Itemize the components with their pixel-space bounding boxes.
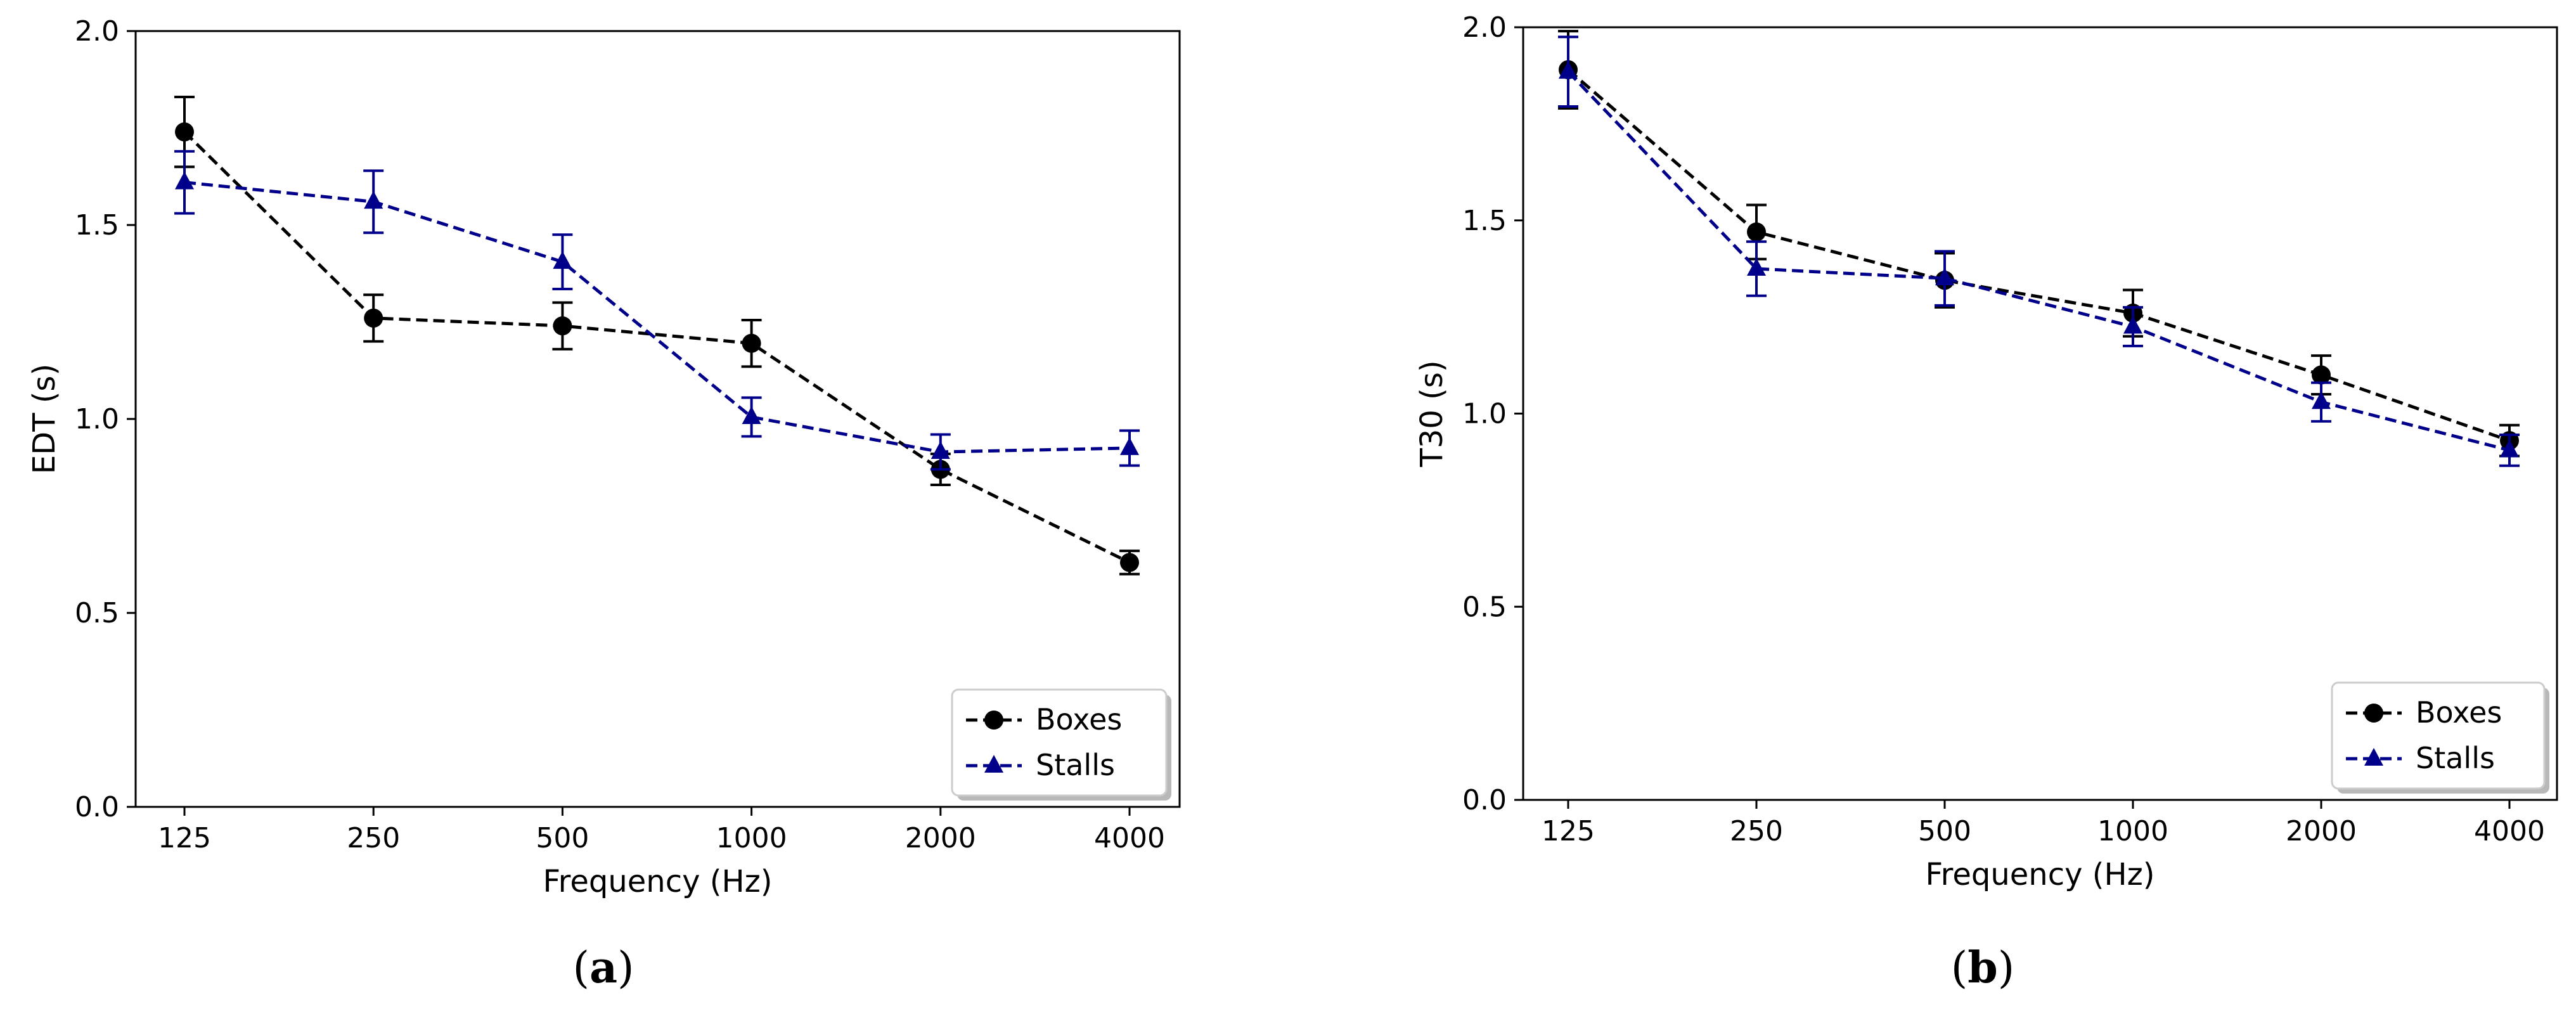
legend-box	[2331, 681, 2546, 790]
caption-open-paren: (	[572, 943, 589, 993]
legend-label-stalls: Stalls	[1036, 748, 1115, 782]
x-tick-label: 1000	[2097, 815, 2168, 847]
y-tick-label: 0.0	[75, 791, 119, 823]
data-point-circle	[742, 333, 761, 353]
data-point-triangle	[364, 191, 383, 209]
legend: Boxes Stalls	[2331, 681, 2549, 794]
data-point-triangle	[1747, 257, 1766, 276]
series-boxes	[1558, 30, 2520, 458]
x-tick-label: 125	[1542, 815, 1595, 847]
data-point-triangle	[931, 441, 950, 460]
y-tick-label: 2.0	[1462, 11, 1507, 44]
data-point-triangle	[2312, 391, 2331, 409]
x-tick-label: 2000	[2286, 815, 2357, 847]
series-line-boxes	[183, 131, 1131, 564]
data-point-circle	[175, 122, 194, 142]
data-point-triangle	[1935, 267, 1954, 286]
legend-label-stalls: Stalls	[2416, 741, 2495, 775]
series-stalls	[1558, 35, 2520, 467]
caption-open-paren: (	[1951, 943, 1968, 993]
data-point-circle	[1120, 553, 1139, 572]
y-axis-label: EDT (s)	[27, 364, 62, 474]
y-tick-label: 0.5	[75, 597, 119, 629]
chart-panel-a: 0.0 0.5 1.0 1.5 2.0 125 250 500 1000 2000 4000 Freq…	[27, 15, 1181, 993]
data-point-circle	[1747, 222, 1766, 242]
legend-label-boxes: Boxes	[2416, 695, 2502, 730]
chart-panel-b: 0.0 0.5 1.0 1.5 2.0 125 250 500 1000 2000 4000 Freq…	[1414, 11, 2558, 993]
y-tick-label: 0.0	[1462, 784, 1507, 816]
legend-box	[951, 688, 1168, 797]
data-point-triangle	[2500, 439, 2519, 458]
data-point-triangle	[1559, 61, 1578, 79]
legend-label-boxes: Boxes	[1036, 702, 1122, 737]
y-axis-label: T30 (s)	[1414, 360, 1450, 467]
series-line-boxes	[1567, 68, 2510, 442]
legend-marker-circle	[2364, 704, 2383, 723]
x-axis-label: Frequency (Hz)	[543, 864, 773, 899]
y-tick-label: 2.0	[75, 15, 119, 48]
x-tick-label: 500	[536, 822, 589, 854]
y-tick-label: 1.5	[1462, 205, 1507, 237]
legend: Boxes Stalls	[951, 688, 1171, 801]
series-line-stalls	[184, 181, 1130, 454]
x-tick-label: 250	[347, 822, 400, 854]
data-point-circle	[2312, 365, 2331, 385]
panel-caption: (b)	[1951, 943, 2015, 993]
x-tick-label: 125	[158, 822, 211, 854]
data-point-circle	[553, 316, 572, 336]
legend-marker-triangle	[984, 755, 1003, 773]
x-tick-label: 4000	[1094, 822, 1165, 854]
series-line-stalls	[1567, 70, 2510, 452]
y-tick-label: 0.5	[1462, 591, 1507, 623]
caption-close-paren: )	[617, 943, 634, 993]
caption-letter: b	[1967, 943, 1998, 993]
y-tick-label: 1.0	[75, 403, 119, 435]
x-tick-label: 4000	[2474, 815, 2545, 847]
caption-letter: a	[589, 943, 617, 993]
y-tick-label: 1.0	[1462, 398, 1507, 430]
series-stalls	[174, 150, 1140, 471]
x-tick-label: 2000	[905, 822, 976, 854]
x-tick-label: 500	[1918, 815, 1971, 847]
x-axis-label: Frequency (Hz)	[1926, 857, 2155, 892]
series-boxes	[174, 96, 1140, 576]
data-point-triangle	[742, 406, 761, 424]
data-point-triangle	[1120, 437, 1139, 455]
x-tick-label: 1000	[716, 822, 787, 854]
data-point-triangle	[175, 171, 194, 190]
panel-caption: (a)	[572, 943, 634, 993]
legend-marker-triangle	[2364, 748, 2383, 766]
data-point-triangle	[2123, 316, 2142, 334]
caption-close-paren: )	[1998, 943, 2015, 993]
y-tick-label: 1.5	[75, 209, 119, 241]
data-point-triangle	[553, 251, 572, 269]
x-tick-label: 250	[1730, 815, 1783, 847]
legend-marker-circle	[984, 711, 1003, 730]
data-point-circle	[364, 308, 383, 328]
